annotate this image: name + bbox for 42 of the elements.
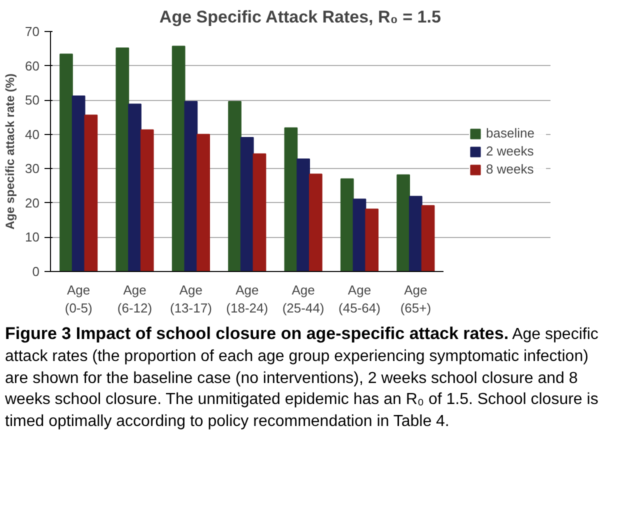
bar: [421, 205, 435, 272]
bar: [308, 174, 322, 272]
bar: [60, 54, 73, 272]
bar: [252, 153, 266, 272]
bar: [184, 100, 198, 272]
x-tick-label: Age (25-44): [282, 282, 324, 316]
x-tick-label: Age (13-17): [170, 282, 212, 316]
bar: [72, 95, 86, 272]
x-tick-label: Age (18-24): [226, 282, 268, 316]
y-tick-label: 20: [25, 195, 40, 210]
bar: [408, 196, 422, 272]
bar: [196, 134, 210, 272]
bar: [340, 178, 354, 272]
bar: [365, 208, 379, 272]
y-tick-label: 60: [25, 58, 40, 74]
bar: [140, 129, 154, 272]
bar: [128, 104, 142, 272]
bar: [396, 174, 410, 272]
y-tick-label: 50: [25, 92, 40, 108]
x-tick-label: Age (0-5): [64, 282, 92, 316]
y-tick-label: 0: [32, 264, 40, 279]
legend-label: 8 weeks: [486, 162, 535, 176]
legend-label: 2 weeks: [486, 144, 535, 158]
y-tick-label: 30: [25, 161, 40, 176]
bar: [296, 158, 310, 272]
chart-title: Age Specific Attack Rates, R₀ = 1.5: [159, 8, 441, 26]
bar: [240, 136, 254, 272]
bar: [284, 127, 298, 272]
x-tick-label: Age (45-64): [338, 282, 380, 316]
y-axis-title: Age specific attack rate (%): [3, 73, 18, 230]
bar: [172, 46, 186, 272]
bar: [116, 47, 130, 272]
y-tick-label: 70: [25, 24, 40, 39]
bar: [84, 114, 98, 272]
x-tick-label: Age (6-12): [117, 282, 152, 316]
caption: Figure 3 Impact of school closure on age-specific attack rates.: [5, 324, 509, 343]
bar: [228, 100, 242, 272]
y-tick-label: 40: [25, 126, 40, 142]
x-tick-label: Age (65+): [400, 282, 432, 316]
y-tick-label: 10: [25, 230, 40, 245]
bar: [352, 198, 366, 272]
legend-label: baseline: [486, 126, 536, 140]
